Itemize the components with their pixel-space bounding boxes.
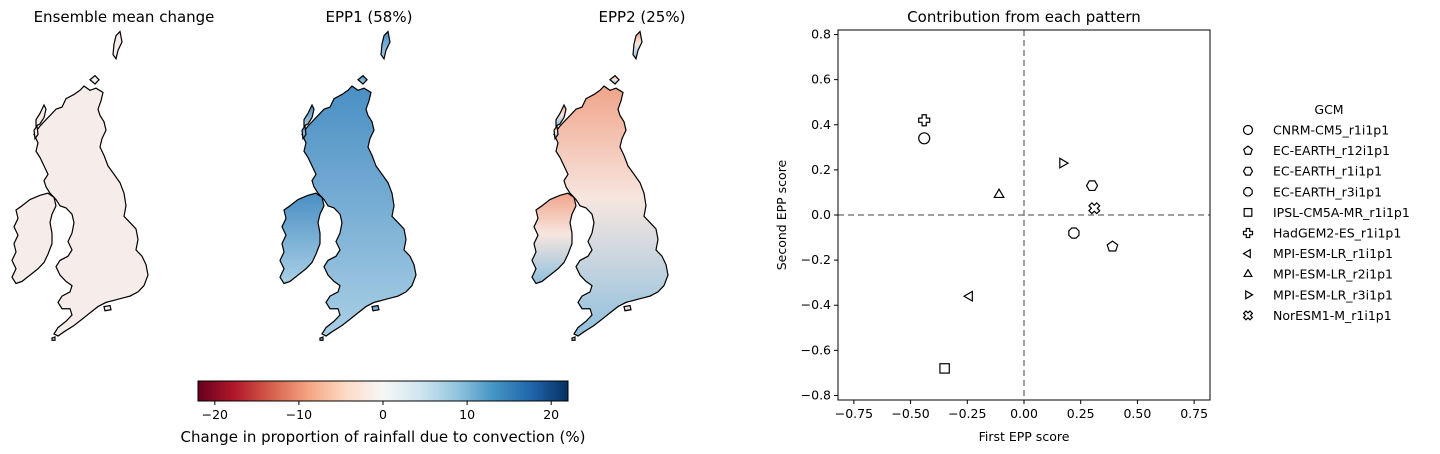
chart-title: Contribution from each pattern — [907, 8, 1141, 26]
data-point — [1088, 202, 1101, 215]
legend-label: MPI-ESM-LR_r3i1p1 — [1273, 287, 1393, 302]
x-tick-label: −0.25 — [948, 406, 986, 421]
y-tick-label: 0.8 — [811, 27, 831, 42]
uk-map-epp1 — [279, 30, 417, 341]
data-point — [962, 290, 973, 303]
legend-marker — [1243, 268, 1253, 278]
map-panel-epp1: EPP1 (58%) — [279, 8, 417, 341]
y-tick-label: 0.6 — [811, 72, 831, 87]
data-point — [918, 114, 931, 127]
scatter-chart: Contribution from each pattern −0.75 −0.5… — [774, 8, 1211, 444]
legend-marker — [1242, 124, 1254, 136]
y-tick-label: −0.6 — [801, 342, 831, 357]
colorbar-tick-label: −20 — [202, 407, 228, 422]
data-point — [939, 363, 950, 374]
legend-marker — [1243, 207, 1253, 217]
legend-label: EC-EARTH_r3i1p1 — [1273, 184, 1382, 199]
x-axis-ticks: −0.75 −0.50 −0.25 0.00 0.25 0.50 0.75 — [835, 400, 1208, 421]
x-tick-label: 0.50 — [1123, 406, 1151, 421]
y-axis-label: Second EPP score — [774, 159, 789, 270]
legend-label: MPI-ESM-LR_r2i1p1 — [1273, 267, 1393, 282]
x-tick-label: 0.25 — [1067, 406, 1095, 421]
data-point — [993, 187, 1005, 199]
y-tick-label: 0.0 — [811, 207, 831, 222]
y-axis-ticks: −0.8 −0.6 −0.4 −0.2 0.0 0.2 0.4 0.6 0.8 — [801, 27, 838, 402]
y-tick-label: −0.8 — [801, 387, 831, 402]
map-title-mean: Ensemble mean change — [34, 8, 215, 26]
colorbar-label: Change in proportion of rainfall due to … — [181, 428, 586, 446]
y-tick-label: −0.2 — [801, 252, 831, 267]
map-title-epp2: EPP2 (25%) — [599, 8, 686, 26]
legend-label: IPSL-CM5A-MR_r1i1p1 — [1273, 205, 1410, 220]
uk-map-epp2 — [531, 30, 669, 341]
colorbar-tick-label: 0 — [379, 407, 387, 422]
legend-items: CNRM-CM5_r1i1p1 EC-EARTH_r12i1p1 EC-EARTH_… — [1242, 123, 1410, 323]
legend-marker — [1243, 145, 1253, 155]
data-point — [1085, 180, 1099, 192]
colorbar-ticks: −20 −10 0 10 20 — [202, 401, 559, 422]
y-tick-label: 0.4 — [811, 117, 831, 132]
colorbar-tick-label: −10 — [286, 407, 312, 422]
legend-label: EC-EARTH_r1i1p1 — [1273, 164, 1382, 179]
x-tick-label: 0.75 — [1180, 406, 1208, 421]
legend-marker — [1242, 227, 1254, 239]
colorbar-gradient — [197, 380, 569, 402]
legend-marker — [1243, 187, 1253, 197]
legend-label: MPI-ESM-LR_r1i1p1 — [1273, 246, 1393, 261]
data-point — [1059, 157, 1070, 169]
map-panel-mean: Ensemble mean change — [11, 8, 215, 341]
colorbar-tick-label: 20 — [543, 407, 559, 422]
y-tick-label: 0.2 — [811, 162, 831, 177]
data-point — [1068, 227, 1080, 239]
data-point — [918, 132, 931, 145]
data-point — [1106, 240, 1119, 252]
colorbar: −20 −10 0 10 20 Change in proportion of rain… — [181, 380, 586, 446]
map-title-epp1: EPP1 (58%) — [326, 8, 413, 26]
legend-label: CNRM-CM5_r1i1p1 — [1273, 123, 1389, 138]
x-tick-label: 0.00 — [1010, 406, 1038, 421]
data-points — [918, 114, 1119, 374]
legend-marker — [1245, 289, 1254, 300]
colorbar-tick-label: 10 — [459, 407, 475, 422]
uk-map-mean — [11, 30, 149, 341]
legend-label: EC-EARTH_r12i1p1 — [1273, 143, 1390, 158]
legend-marker — [1242, 166, 1254, 176]
y-tick-label: −0.4 — [801, 297, 831, 312]
zero-lines — [838, 30, 1210, 400]
legend-title: GCM — [1314, 102, 1343, 117]
x-tick-label: −0.75 — [835, 406, 873, 421]
map-panel-epp2: EPP2 (25%) — [531, 8, 686, 341]
legend-label: NorESM1-M_r1i1p1 — [1273, 308, 1392, 323]
x-axis-label: First EPP score — [979, 429, 1070, 444]
legend-marker — [1242, 248, 1251, 259]
legend-label: HadGEM2-ES_r1i1p1 — [1273, 226, 1401, 241]
x-tick-label: −0.50 — [891, 406, 929, 421]
legend-marker — [1242, 310, 1254, 321]
legend: GCM CNRM-CM5_r1i1p1 EC-EARTH_r12i1p1 EC-EA… — [1242, 102, 1410, 323]
